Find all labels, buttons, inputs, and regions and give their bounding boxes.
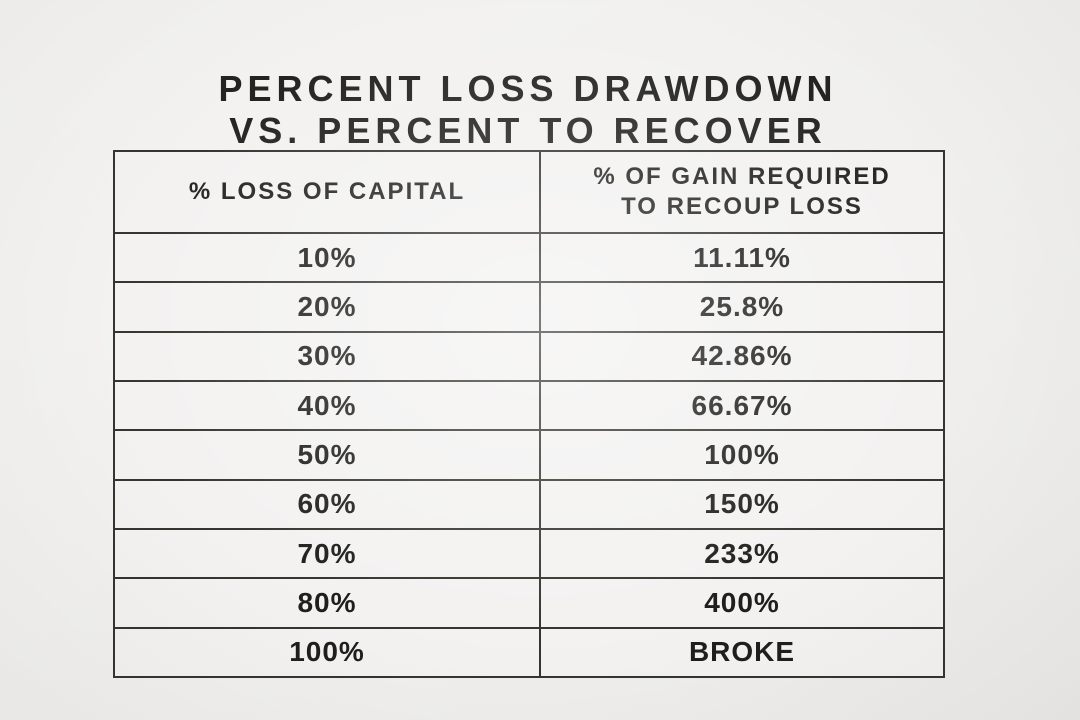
table-row: 100% BROKE	[113, 626, 945, 679]
loss-value-cell: 10%	[113, 231, 541, 284]
page-title: PERCENT LOSS DRAWDOWN VS. PERCENT TO REC…	[113, 68, 943, 152]
loss-value-cell: 60%	[113, 478, 541, 530]
table-row: 80% 400%	[113, 577, 945, 629]
loss-value-cell: 20%	[113, 281, 541, 333]
loss-value-cell: 40%	[113, 379, 541, 432]
header-row: % LOSS OF CAPITAL % OF GAIN REQUIRED TO …	[113, 150, 945, 234]
header-loss-of-capital-label: % LOSS OF CAPITAL	[188, 178, 466, 205]
page-title-line-2: VS. PERCENT TO RECOVER	[229, 110, 827, 152]
gain-value-cell: 42.86%	[539, 330, 945, 382]
drawdown-table: % LOSS OF CAPITAL % OF GAIN REQUIRED TO …	[113, 150, 945, 679]
table-row: 40% 66.67%	[113, 379, 945, 432]
gain-value-cell: 100%	[539, 429, 945, 481]
gain-value-cell: 233%	[539, 527, 945, 580]
gain-value-cell: 25.8%	[539, 281, 945, 333]
loss-value-cell: 100%	[113, 626, 541, 679]
gain-value-cell: 400%	[539, 577, 945, 629]
table-row: 30% 42.86%	[113, 330, 945, 382]
table-body: 10% 11.11% 20% 25.8% 30% 42.86% 40% 66.67% 50% 10…	[113, 231, 945, 679]
page-title-line-1: PERCENT LOSS DRAWDOWN	[218, 68, 838, 110]
table-row: 50% 100%	[113, 429, 945, 481]
header-gain-required: % OF GAIN REQUIRED TO RECOUP LOSS	[539, 150, 945, 234]
table-row: 10% 11.11%	[113, 231, 945, 284]
table-row: 20% 25.8%	[113, 281, 945, 333]
table-header: % LOSS OF CAPITAL % OF GAIN REQUIRED TO …	[113, 150, 945, 234]
loss-value-cell: 80%	[113, 577, 541, 629]
table-row: 60% 150%	[113, 478, 945, 530]
loss-value-cell: 30%	[113, 330, 541, 382]
gain-value-cell: 66.67%	[539, 379, 945, 432]
header-gain-required-label: % OF GAIN REQUIRED TO RECOUP LOSS	[593, 163, 891, 220]
header-loss-of-capital: % LOSS OF CAPITAL	[113, 150, 541, 234]
gain-value-cell: BROKE	[539, 626, 945, 679]
gain-value-cell: 150%	[539, 478, 945, 530]
gain-value-cell: 11.11%	[539, 231, 945, 284]
loss-value-cell: 70%	[113, 527, 541, 580]
table-row: 70% 233%	[113, 527, 945, 580]
loss-value-cell: 50%	[113, 429, 541, 481]
